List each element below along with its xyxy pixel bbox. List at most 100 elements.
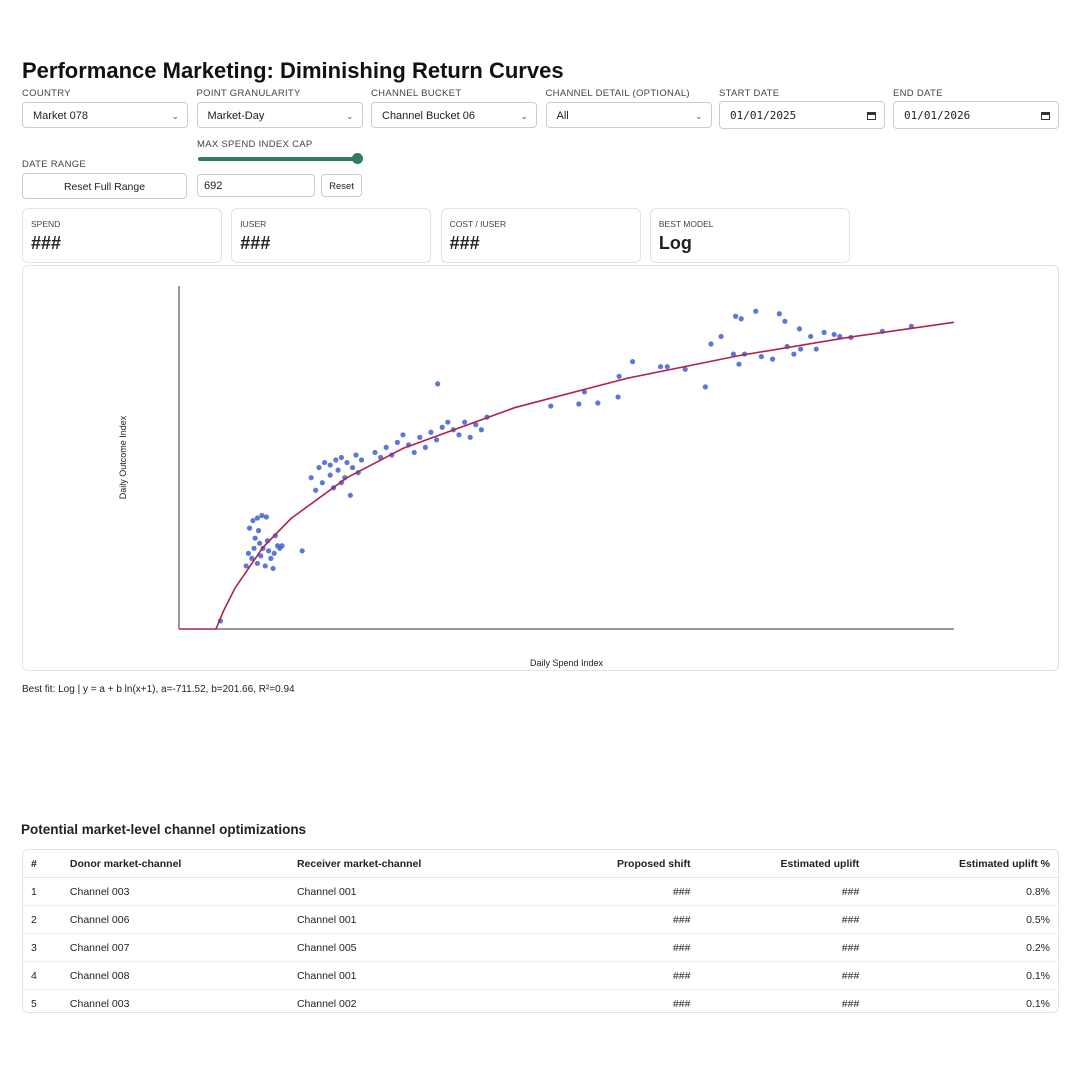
cap-input[interactable]: 692 [197, 174, 315, 197]
cell: ### [538, 933, 699, 962]
point [258, 553, 264, 559]
table-row: 2 Channel 006 Channel 001 ### ### 0.5% [23, 905, 1058, 934]
point [758, 354, 764, 360]
point [335, 467, 341, 473]
cell: 5 [23, 989, 62, 1012]
date-input[interactable]: 01/01/2026 [893, 101, 1059, 129]
point [417, 434, 423, 440]
point [616, 373, 622, 379]
point [664, 364, 670, 370]
cell: 1 [23, 877, 62, 906]
point [383, 444, 389, 451]
kpi-card: SPEND ### [22, 208, 222, 263]
point [271, 550, 277, 556]
kpi-label: BEST MODEL [658, 219, 714, 229]
kpi-card: BEST MODEL Log [649, 208, 850, 263]
point [782, 318, 788, 324]
point [246, 525, 253, 531]
point [358, 457, 365, 463]
filter-select[interactable]: Market-Day ⌄ [196, 102, 363, 128]
point [581, 389, 588, 395]
table-row: 3 Channel 007 Channel 005 ### ### 0.2% [23, 933, 1058, 962]
kpi-value: Log [658, 233, 692, 253]
point [344, 459, 350, 466]
cell: ### [698, 905, 868, 934]
point [738, 316, 744, 322]
optimizations-table: # Donor market-channel Receiver market-cha… [23, 850, 1058, 1012]
point [327, 472, 333, 478]
point [299, 548, 305, 554]
point [813, 346, 819, 352]
column-header: # [23, 850, 62, 878]
filter-select[interactable]: Channel Bucket 06 ⌄ [371, 102, 537, 128]
cell: ### [538, 905, 699, 934]
kpi-card: COST / IUSER ### [440, 208, 641, 263]
point [259, 512, 265, 519]
point [313, 487, 319, 493]
filter-label: COUNTRY [22, 88, 71, 99]
point [708, 341, 714, 347]
point [319, 480, 325, 486]
point [776, 311, 782, 317]
point [478, 427, 484, 433]
point [576, 401, 582, 407]
point [349, 464, 356, 471]
point [333, 457, 339, 463]
point [548, 403, 554, 409]
kpi-label: IUSER [240, 219, 267, 229]
point [837, 333, 843, 340]
cell: ### [538, 989, 699, 1012]
point [249, 555, 255, 561]
point [270, 565, 276, 572]
date-input[interactable]: 01/01/2025 [719, 101, 885, 129]
cell: 2 [23, 905, 62, 934]
table-card: # Donor market-channel Receiver market-cha… [22, 849, 1059, 1013]
cell: Channel 005 [288, 933, 539, 962]
point [263, 514, 269, 520]
point [769, 356, 776, 362]
point [316, 464, 322, 471]
cap-slider[interactable] [198, 157, 358, 161]
column-header: Proposed shift [538, 850, 699, 878]
point [733, 313, 739, 319]
point [268, 555, 274, 561]
point [252, 535, 258, 541]
point [821, 329, 827, 336]
filter-select[interactable]: Market 078 ⌄ [22, 102, 188, 128]
point [257, 540, 263, 546]
point [629, 359, 636, 365]
point [265, 548, 272, 554]
point [702, 384, 708, 390]
cell: Channel 006 [61, 905, 289, 934]
kpi-value: ### [31, 233, 62, 253]
point [730, 351, 736, 357]
cell: Channel 002 [288, 989, 539, 1012]
reset-range-button[interactable]: Reset Full Range [22, 173, 187, 199]
table-title: Potential market-level channel optimizat… [21, 822, 307, 837]
chevron: ⌄ [694, 111, 703, 121]
point [279, 543, 285, 549]
slider-thumb[interactable] [352, 153, 363, 164]
point [372, 449, 378, 456]
kpi-card: IUSER ### [231, 208, 432, 263]
point [338, 454, 344, 461]
table-row: 4 Channel 008 Channel 001 ### ### 0.1% [23, 961, 1058, 990]
chart: Daily Spend Index Daily Outcome Index [118, 286, 955, 668]
point [797, 346, 804, 352]
cell: ### [698, 989, 868, 1012]
cell: 0.2% [867, 933, 1058, 962]
filter-label: CHANNEL BUCKET [371, 88, 462, 99]
cell: 0.1% [867, 989, 1058, 1012]
filter-select[interactable]: All ⌄ [545, 102, 712, 128]
point [428, 429, 434, 435]
cell: 0.5% [867, 905, 1058, 934]
table-row: 1 Channel 003 Channel 001 ### ### 0.8% [23, 877, 1058, 906]
point [682, 366, 688, 372]
cap-reset-button[interactable]: Reset [321, 174, 362, 197]
column-header: Estimated uplift [698, 850, 868, 878]
date-label: START DATE [719, 88, 780, 99]
cell: Channel 001 [288, 961, 539, 990]
calendar-icon [1041, 112, 1050, 120]
point [308, 475, 314, 481]
